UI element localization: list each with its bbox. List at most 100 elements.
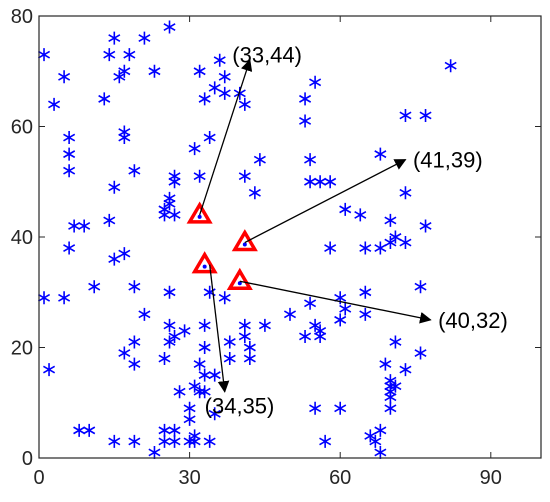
data-point (444, 59, 457, 73)
data-point (309, 401, 322, 415)
data-point (203, 131, 216, 145)
data-point (193, 64, 206, 78)
highlight-center-dot (197, 214, 202, 219)
data-markers (37, 20, 457, 459)
data-point (63, 131, 76, 145)
data-point (203, 434, 216, 448)
data-point (108, 252, 121, 266)
data-point (138, 307, 151, 321)
data-point (98, 92, 111, 106)
data-point (148, 445, 161, 459)
y-tick-label: 60 (11, 117, 33, 139)
data-point (58, 70, 71, 84)
data-point (389, 230, 402, 244)
data-point (389, 379, 402, 393)
data-point (218, 86, 231, 100)
data-point (414, 346, 427, 360)
data-point (208, 368, 221, 382)
data-point (359, 285, 372, 299)
data-point (118, 247, 131, 261)
data-point (193, 385, 206, 399)
data-point (384, 236, 397, 250)
data-point (83, 423, 96, 437)
data-point (158, 434, 171, 448)
data-point (314, 329, 327, 343)
data-point (324, 241, 337, 255)
data-point (163, 197, 176, 211)
data-point (354, 208, 367, 222)
data-point (399, 236, 412, 250)
data-point (193, 357, 206, 371)
data-point (414, 280, 427, 294)
highlight-triangle (226, 267, 253, 290)
data-point (419, 219, 432, 233)
data-point (63, 241, 76, 255)
y-tick-label: 40 (11, 227, 33, 249)
data-point (63, 164, 76, 178)
data-point (248, 186, 261, 200)
data-point (309, 75, 322, 89)
data-point (183, 412, 196, 426)
data-point (334, 401, 347, 415)
data-point (208, 81, 221, 95)
data-point (168, 434, 181, 448)
data-point (168, 175, 181, 189)
data-point (118, 131, 131, 145)
data-point (384, 213, 397, 227)
data-point (183, 434, 196, 448)
data-point (138, 31, 151, 45)
annotation-arrow (244, 159, 407, 244)
data-point (43, 363, 56, 377)
annotation-label: (34,35) (205, 394, 275, 419)
data-point (374, 241, 387, 255)
data-point (168, 329, 181, 343)
data-point (78, 219, 91, 233)
data-point (359, 241, 372, 255)
data-point (419, 108, 432, 122)
data-point (384, 379, 397, 393)
data-point (118, 346, 131, 360)
data-point (108, 31, 121, 45)
data-point (223, 352, 236, 366)
data-point (158, 423, 171, 437)
data-point (369, 434, 382, 448)
highlight-triangle (191, 251, 218, 274)
data-point (158, 208, 171, 222)
data-point (384, 401, 397, 415)
axis-ticks: 0 30 60 90 0 20 40 60 80 (11, 6, 541, 489)
highlight-markers (186, 201, 258, 290)
data-point (238, 318, 251, 332)
data-point (233, 86, 246, 100)
data-point (128, 357, 141, 371)
data-point (399, 108, 412, 122)
data-point (364, 429, 377, 443)
highlight-triangle (231, 229, 258, 252)
data-point (108, 434, 121, 448)
annotation-label: (41,39) (413, 148, 483, 173)
highlight-triangle (186, 201, 213, 224)
data-point (183, 401, 196, 415)
data-point (188, 379, 201, 393)
data-point (113, 70, 126, 84)
data-point (103, 48, 116, 62)
data-point (103, 213, 116, 227)
data-point (283, 307, 297, 321)
data-point (128, 335, 141, 349)
data-point (48, 97, 61, 111)
data-point (319, 434, 332, 448)
highlight-center-dot (242, 242, 247, 247)
data-point (118, 64, 131, 78)
annotation-label: (33,44) (232, 43, 302, 68)
data-point (309, 318, 322, 332)
data-point (314, 175, 327, 189)
x-tick-label: 60 (329, 467, 351, 489)
y-tick-label: 0 (22, 448, 33, 470)
data-point (198, 385, 211, 399)
data-point (73, 423, 86, 437)
data-point (374, 445, 387, 459)
data-point (148, 64, 161, 78)
data-point (208, 407, 221, 421)
data-point (374, 147, 387, 161)
data-point (223, 335, 236, 349)
